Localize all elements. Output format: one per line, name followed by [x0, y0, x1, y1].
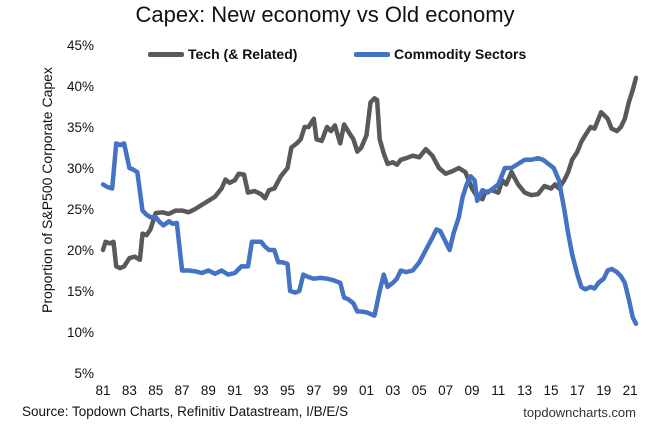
y-tick-label: 15% [67, 284, 94, 299]
x-tick-label: 89 [201, 383, 216, 398]
y-tick-label: 35% [67, 120, 94, 135]
legend-item-commodity: Commodity Sectors [354, 46, 526, 62]
series-line-tech [100, 75, 639, 271]
x-tick-label: 87 [175, 383, 190, 398]
legend: Tech (& Related) Commodity Sectors [0, 46, 650, 66]
legend-label-tech: Tech (& Related) [188, 46, 298, 62]
x-tick-group: 81 83 85 87 89 91 93 95 97 99 01 03 05 07 09 11 13 15 17 19… [95, 383, 637, 398]
x-tick-label: 97 [306, 383, 321, 398]
x-tick-label: 93 [254, 383, 269, 398]
x-tick-label: 03 [385, 383, 400, 398]
y-tick-label: 5% [74, 366, 94, 381]
x-tick-label: 01 [359, 383, 374, 398]
brand-link[interactable]: topdowncharts.com [523, 405, 636, 420]
x-tick-label: 21 [623, 383, 638, 398]
y-tick-label: 30% [67, 161, 94, 176]
x-tick-label: 07 [438, 383, 453, 398]
y-tick-label: 10% [67, 325, 94, 340]
y-tick-group: 5% 10% 15% 20% 25% 30% 35% 40% 45% [67, 38, 94, 381]
x-tick-label: 11 [491, 383, 505, 398]
x-tick-label: 95 [280, 383, 295, 398]
chart-title: Capex: New economy vs Old economy [135, 2, 515, 27]
series-line-commodity [100, 141, 639, 327]
x-tick-label: 13 [517, 383, 532, 398]
x-tick-label: 15 [544, 383, 559, 398]
x-tick-label: 85 [148, 383, 163, 398]
x-tick-label: 19 [596, 383, 611, 398]
x-tick-label: 83 [122, 383, 137, 398]
legend-swatch-tech [148, 51, 184, 57]
y-tick-label: 20% [67, 243, 94, 258]
x-tick-label: 99 [333, 383, 348, 398]
legend-item-tech: Tech (& Related) [148, 46, 297, 62]
x-tick-label: 91 [227, 383, 242, 398]
y-tick-label: 40% [67, 79, 94, 94]
legend-label-commodity: Commodity Sectors [394, 46, 527, 62]
x-tick-label: 09 [464, 383, 479, 398]
y-tick-label: 45% [67, 38, 94, 53]
x-tick-label: 81 [95, 383, 110, 398]
series-lines [100, 75, 639, 327]
source-note: Source: Topdown Charts, Refinitiv Datast… [22, 404, 349, 419]
y-tick-label: 25% [67, 202, 94, 217]
x-tick-label: 05 [412, 383, 427, 398]
x-tick-label: 17 [570, 383, 585, 398]
legend-swatch-commodity [354, 51, 390, 57]
